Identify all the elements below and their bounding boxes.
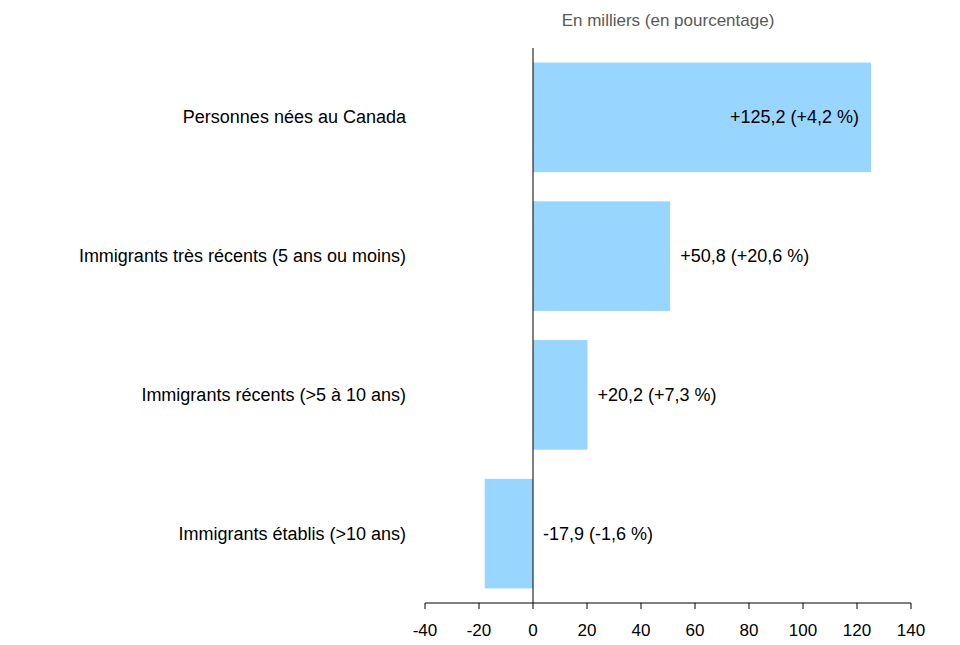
tick-label: 60 [686,621,705,640]
category-label: Immigrants établis (>10 ans) [178,524,406,544]
bar [533,340,588,450]
tick-mark [857,603,858,609]
category-label: Personnes nées au Canada [183,107,407,127]
data-label: -17,9 (-1,6 %) [543,524,653,544]
tick-mark [695,603,696,609]
tick-mark [911,603,912,609]
category-label: Immigrants très récents (5 ans ou moins) [79,246,406,266]
tick-label: 40 [632,621,651,640]
data-label: +20,2 (+7,3 %) [598,385,717,405]
tick-mark [803,603,804,609]
axis-title: En milliers (en pourcentage) [562,11,775,30]
bar [533,63,871,173]
data-label: +125,2 (+4,2 %) [730,107,859,127]
tick-label: 0 [528,621,537,640]
tick-label: 100 [789,621,817,640]
tick-label: -40 [413,621,438,640]
tick-label: 20 [578,621,597,640]
chart-container: En milliers (en pourcentage) -40 -20 0 20 40 6… [0,0,960,645]
bars [485,63,871,589]
tick-mark [641,603,642,609]
tick-mark [479,603,480,609]
tick-label: 80 [740,621,759,640]
tick-mark [425,603,426,609]
bar [533,201,670,311]
data-label: +50,8 (+20,6 %) [680,246,809,266]
tick-mark [533,603,534,609]
zero-line [533,48,534,603]
tick-mark [587,603,588,609]
tick-mark [749,603,750,609]
bar [485,479,533,589]
tick-label: 140 [897,621,925,640]
category-label: Immigrants récents (>5 à 10 ans) [141,385,406,405]
x-axis-line [425,603,911,604]
tick-label: 120 [843,621,871,640]
tick-label: -20 [467,621,492,640]
chart-svg: En milliers (en pourcentage) -40 -20 0 20 40 6… [0,0,960,645]
